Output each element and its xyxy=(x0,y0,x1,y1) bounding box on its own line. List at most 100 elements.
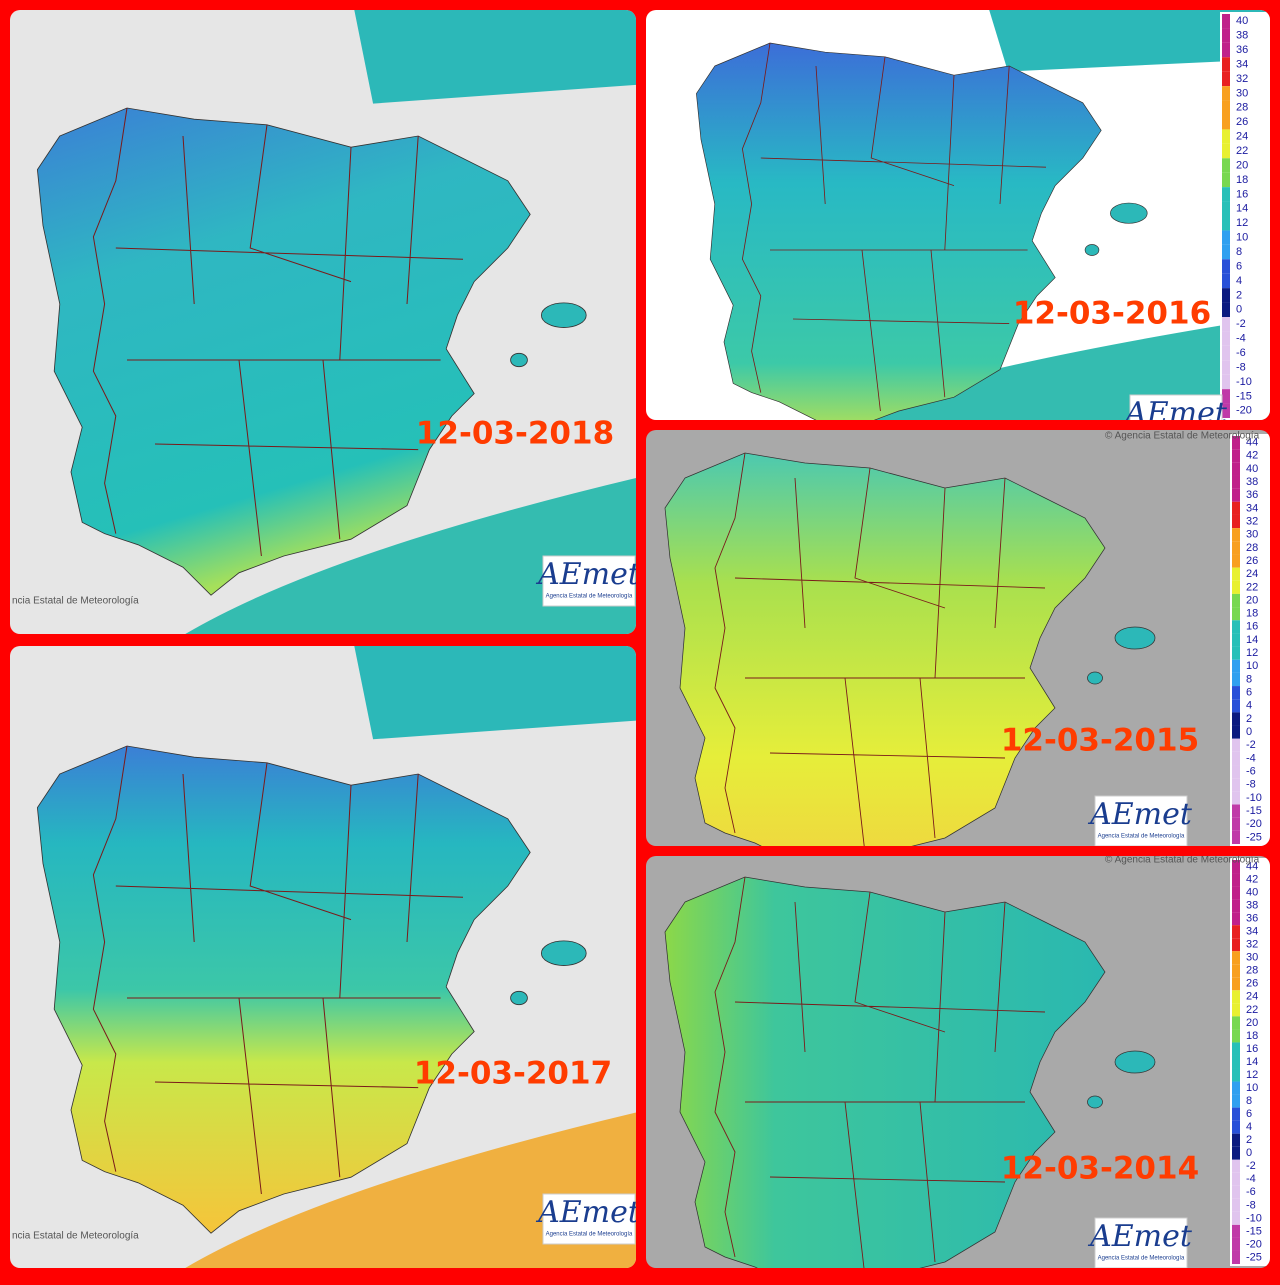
legend-swatch xyxy=(1232,1042,1240,1056)
legend-label: -6 xyxy=(1246,1186,1256,1198)
legend-swatch xyxy=(1222,86,1230,101)
legend-label: 8 xyxy=(1246,673,1252,685)
logo-box xyxy=(1094,795,1188,846)
legend-swatch xyxy=(1232,449,1240,463)
legend-label: 26 xyxy=(1236,116,1248,128)
legend-swatch xyxy=(1222,28,1230,43)
land xyxy=(664,876,1106,1268)
legend-label: 20 xyxy=(1246,1017,1258,1029)
legend-label: 12 xyxy=(1236,217,1248,229)
credit: ncia Estatal de Meteorología xyxy=(12,1231,139,1242)
legend-label: -15 xyxy=(1246,1225,1262,1237)
legend-label: 0 xyxy=(1236,304,1242,316)
legend-swatch xyxy=(1222,100,1230,115)
legend-swatch xyxy=(1232,1055,1240,1069)
legend-label: -8 xyxy=(1246,779,1256,791)
legend-label: 4 xyxy=(1246,1121,1252,1133)
legend-swatch xyxy=(1232,620,1240,634)
legend-label: 28 xyxy=(1246,542,1258,554)
mallorca xyxy=(1114,1050,1156,1074)
legend-label: 0 xyxy=(1246,1147,1252,1159)
legend-swatch xyxy=(1222,14,1230,29)
iberia-map xyxy=(664,452,1156,846)
legend-label: 16 xyxy=(1246,1043,1258,1055)
legend-swatch xyxy=(1232,791,1240,805)
legend-swatch xyxy=(1232,1237,1240,1251)
logo-box xyxy=(1094,1217,1188,1268)
borders xyxy=(92,745,464,1195)
legend-label: -8 xyxy=(1236,361,1246,373)
legend-label: 38 xyxy=(1246,476,1258,488)
legend-swatch xyxy=(1222,230,1230,245)
legend-swatch xyxy=(1222,42,1230,58)
iberia-map xyxy=(36,107,587,596)
legend-swatch xyxy=(1232,977,1240,991)
legend-swatch xyxy=(1232,1003,1240,1017)
date-label: 12-03-2016 xyxy=(1013,296,1211,332)
legend-label: 44 xyxy=(1246,436,1258,448)
legend-label: 20 xyxy=(1246,594,1258,606)
legend-swatch xyxy=(1232,633,1240,647)
legend-label: 28 xyxy=(1236,102,1248,114)
legend-label: -20 xyxy=(1236,405,1252,417)
legend-swatch xyxy=(1232,607,1240,621)
legend-label: 12 xyxy=(1246,1069,1258,1081)
legend-swatch xyxy=(1222,345,1230,361)
aemet-logo: AEmet Agencia Estatal de Meteorología xyxy=(1087,795,1193,846)
legend-swatch xyxy=(1232,990,1240,1004)
land xyxy=(36,107,531,596)
legend-label: -6 xyxy=(1246,766,1256,778)
legend-label: 4 xyxy=(1246,700,1252,712)
legend-label: 10 xyxy=(1246,1082,1258,1094)
legend-swatch xyxy=(1232,899,1240,913)
legend-label: -6 xyxy=(1236,347,1246,359)
legend-label: 10 xyxy=(1246,660,1258,672)
credit: © Agencia Estatal de Meteorología xyxy=(1105,431,1260,442)
borders xyxy=(714,452,1046,846)
legend-label: 26 xyxy=(1246,555,1258,567)
legend-label: -20 xyxy=(1246,1238,1262,1250)
legend-label: 16 xyxy=(1236,188,1248,200)
legend-label: 22 xyxy=(1236,145,1248,157)
legend-swatch xyxy=(1232,528,1240,542)
legend-label: 18 xyxy=(1246,608,1258,620)
legend-swatch xyxy=(1232,817,1240,831)
legend-label: -15 xyxy=(1236,390,1252,402)
legend-label: -2 xyxy=(1246,1160,1256,1172)
legend-label: 42 xyxy=(1246,873,1258,885)
legend-label: 0 xyxy=(1246,726,1252,738)
legend-swatch xyxy=(1222,187,1230,202)
legend-swatch xyxy=(1232,1146,1240,1160)
legend-swatch xyxy=(1232,462,1240,476)
legend-label: 24 xyxy=(1246,568,1258,580)
mallorca xyxy=(1110,202,1148,224)
legend-swatch xyxy=(1232,860,1240,874)
iberia-map xyxy=(696,42,1148,420)
legend-swatch xyxy=(1232,1159,1240,1173)
legend-label: 36 xyxy=(1246,489,1258,501)
legend-label: 32 xyxy=(1246,939,1258,951)
aemet-logo: AEmet Agencia Estatal de Meteorología xyxy=(535,1193,636,1245)
legend-label: 30 xyxy=(1246,952,1258,964)
legend-swatch xyxy=(1232,646,1240,660)
legend-label: 32 xyxy=(1236,73,1248,85)
legend-swatch xyxy=(1222,172,1230,188)
logo-caption: Agencia Estatal de Meteorología xyxy=(1098,834,1185,840)
date-label: 12-03-2017 xyxy=(414,1056,612,1092)
legend-label: -15 xyxy=(1246,805,1262,817)
legend-swatch xyxy=(1232,436,1240,450)
map-panel: 4442403836343230282624222018161412108642… xyxy=(646,430,1270,846)
legend-swatch xyxy=(1232,1107,1240,1121)
legend-swatch xyxy=(1232,488,1240,502)
legend-label: -2 xyxy=(1236,318,1246,330)
legend-swatch xyxy=(1232,593,1240,608)
logo-caption: Agencia Estatal de Meteorología xyxy=(546,594,633,600)
legend-label: 18 xyxy=(1236,174,1248,186)
legend-swatch xyxy=(1232,912,1240,926)
iberia-map xyxy=(664,876,1156,1268)
legend-label: -4 xyxy=(1236,333,1246,345)
land xyxy=(664,452,1106,846)
france xyxy=(354,646,636,740)
legend-swatch xyxy=(1222,115,1230,130)
logo-text: AEmet xyxy=(1122,396,1228,431)
